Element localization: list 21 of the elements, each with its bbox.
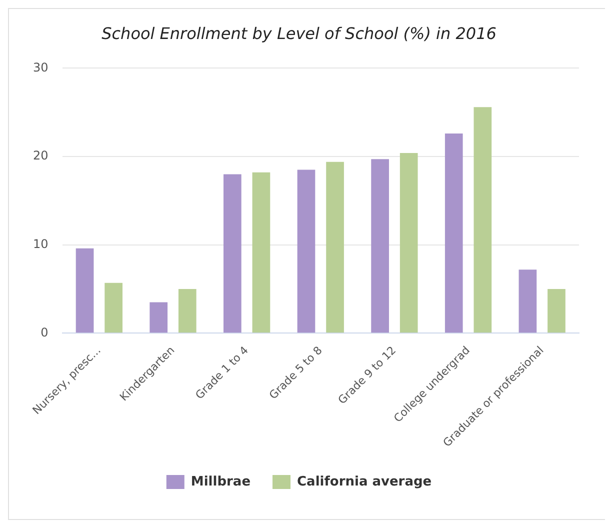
legend-label: California average [297,474,432,490]
bar [252,172,270,333]
bar [223,174,242,333]
bar [444,134,463,333]
bar [518,270,537,333]
bar [150,302,168,333]
bar [76,248,94,333]
legend-label: Millbrae [190,474,251,490]
chart-title: School Enrollment by Level of School (%) in 2016 [102,24,496,43]
bar [400,152,418,333]
bar [104,282,122,333]
bar [474,107,492,333]
bar [326,162,344,333]
y-tick-label: 30 [32,60,48,74]
y-tick-label: 20 [32,148,48,163]
y-tick-label: 0 [40,325,48,340]
bar [297,170,316,333]
bar [548,289,566,333]
y-tick-label: 10 [32,236,48,251]
bar [371,159,389,333]
bar [178,289,196,333]
